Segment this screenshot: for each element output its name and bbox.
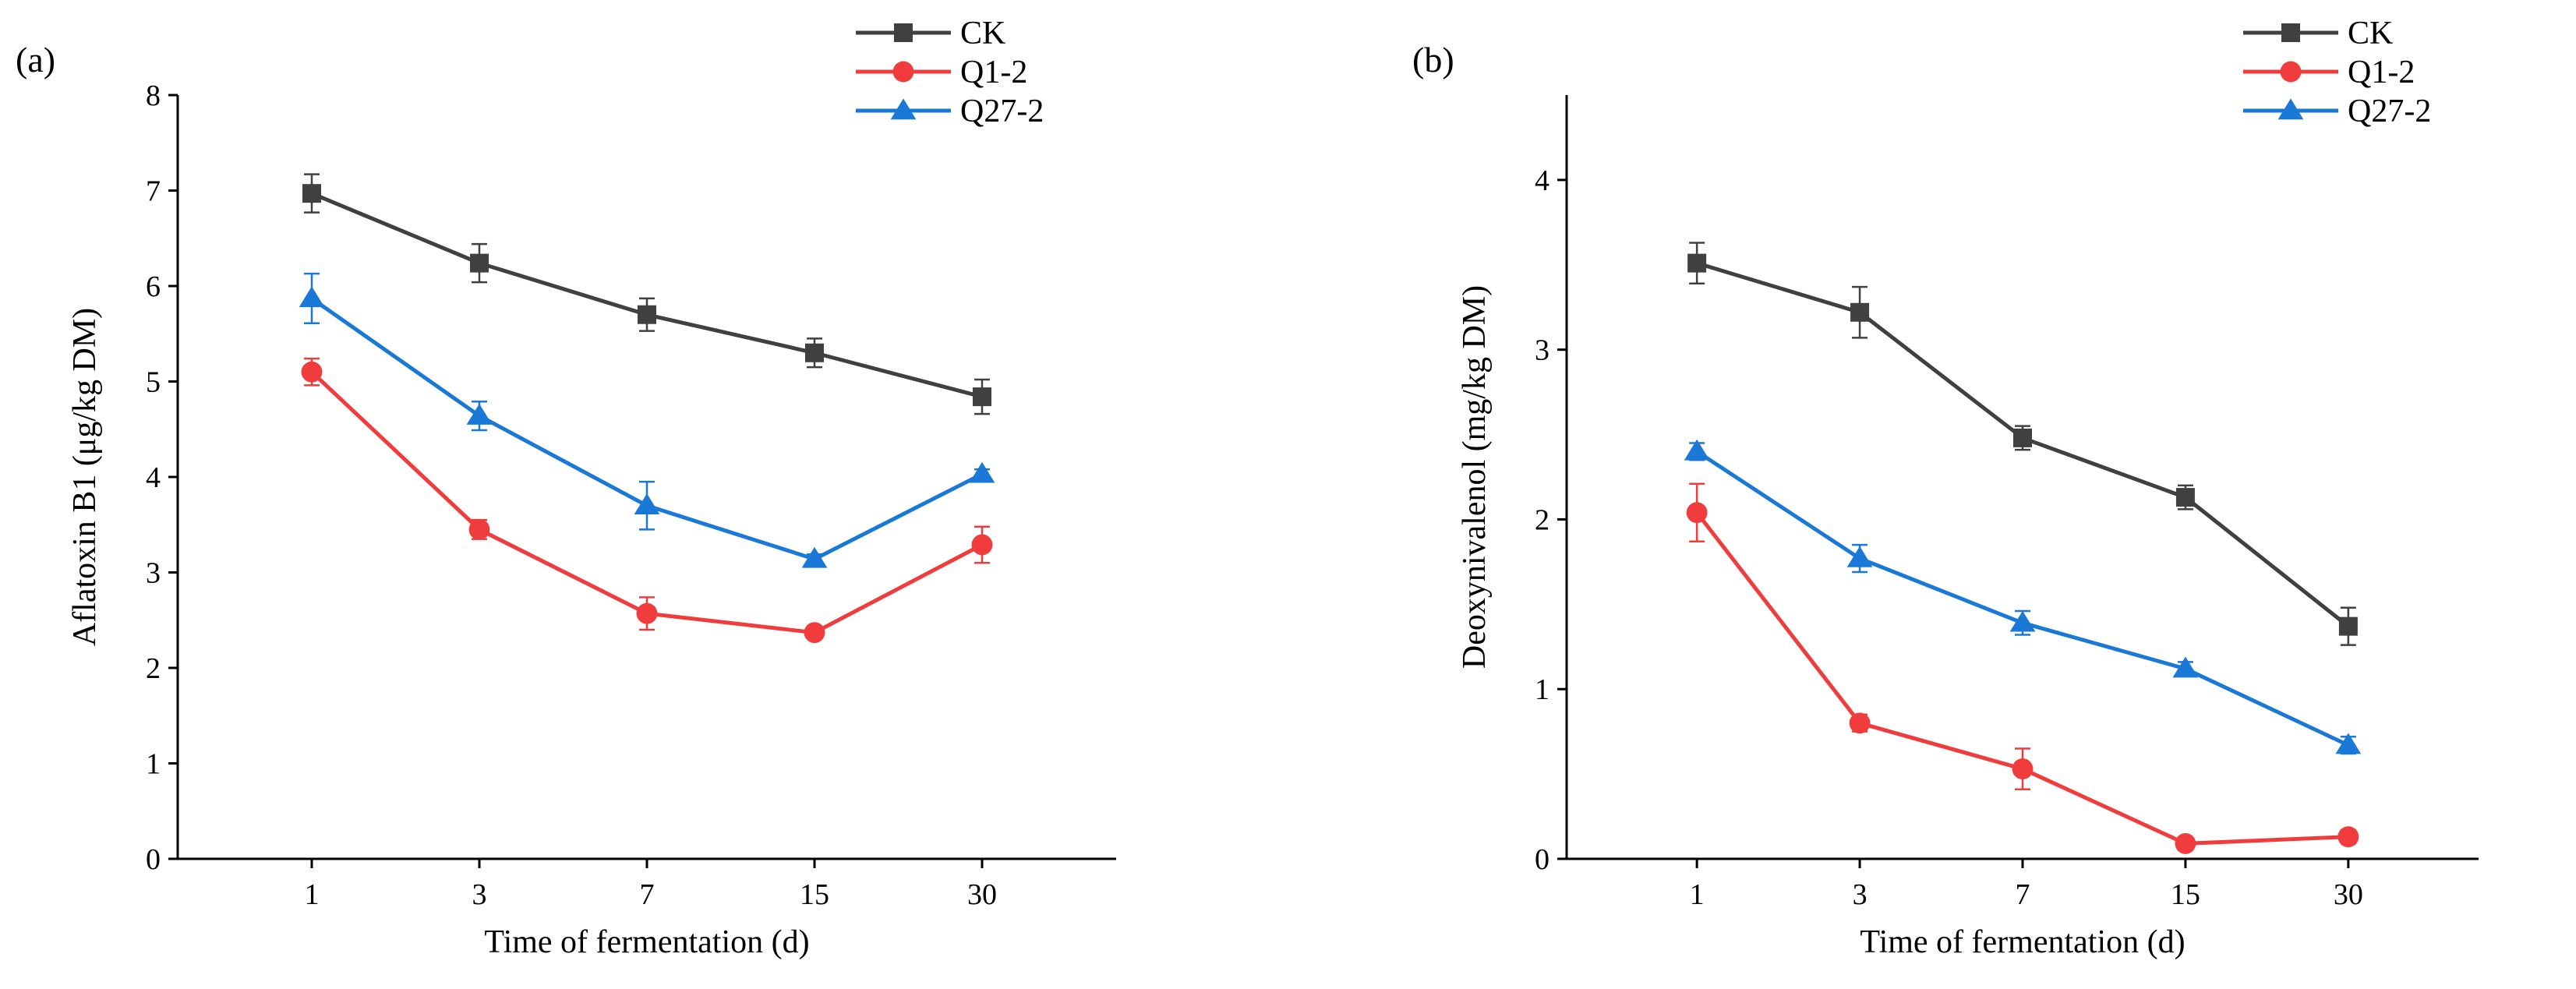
data-point (638, 305, 656, 324)
data-point (801, 546, 828, 568)
legend-label: Q27-2 (960, 94, 1044, 129)
x-tick-label: 1 (305, 878, 320, 911)
chart-panel-b: (b) 0 1 2 3 4 1 3 7 15 30 Time of fermentation (d) D… (1412, 16, 2479, 960)
legend-entry: CK (2243, 16, 2393, 51)
data-point (969, 461, 995, 483)
y-tick-label: 5 (146, 366, 161, 399)
legend-label: CK (960, 16, 1005, 51)
data-point (301, 361, 323, 383)
legend-marker (890, 98, 917, 120)
data-point (971, 534, 993, 556)
chart-panel-a: (a) 0 1 2 3 4 5 6 7 8 1 3 7 15 30 Time of fermentation … (16, 16, 1116, 960)
y-tick-label: 7 (146, 175, 161, 208)
data-point (468, 518, 490, 540)
x-tick-label: 7 (2016, 878, 2030, 911)
data-point (1846, 546, 1873, 567)
data-point (804, 622, 825, 644)
panel-label: (a) (16, 40, 55, 79)
series-q1-2 (1686, 482, 2359, 854)
data-point (2013, 428, 2032, 447)
legend-marker (2281, 23, 2300, 42)
y-axis-label: Deoxynivalenol (mg/kg DM) (1457, 285, 1493, 669)
legend-label: CK (2348, 16, 2393, 51)
data-point (470, 253, 489, 273)
data-point (634, 493, 660, 514)
y-tick-label: 1 (146, 748, 161, 781)
y-axis-label: Aflatoxin B1 (μg/kg DM) (67, 308, 103, 646)
legend-marker (892, 61, 914, 83)
data-point (1686, 502, 1708, 524)
series-ck (302, 173, 991, 415)
x-tick-label: 15 (2171, 878, 2200, 911)
y-tick-label: 2 (1535, 503, 1549, 536)
legend-label: Q27-2 (2348, 94, 2431, 129)
x-tick-label: 3 (1853, 878, 1868, 911)
data-point (1850, 302, 1870, 322)
data-point (2175, 488, 2195, 507)
data-point (1687, 253, 1707, 273)
panel-label: (b) (1412, 40, 1454, 79)
y-tick-label: 6 (146, 270, 161, 303)
y-tick-label: 0 (146, 843, 161, 876)
x-axis-label: Time of fermentation (d) (484, 924, 809, 960)
y-tick-label: 0 (1535, 843, 1549, 876)
legend-entry: Q1-2 (2243, 55, 2415, 90)
legend-marker (2280, 61, 2302, 83)
data-point (1849, 712, 1871, 734)
data-point (2175, 832, 2196, 854)
data-point (1684, 439, 1710, 461)
data-point (2009, 610, 2036, 632)
x-tick-label: 3 (472, 878, 487, 911)
series-q27-2 (1684, 439, 2362, 755)
y-tick-label: 4 (146, 461, 161, 494)
data-point (302, 184, 321, 203)
data-point (466, 404, 493, 425)
legend-marker (894, 23, 913, 42)
legend-label: Q1-2 (2348, 55, 2415, 90)
data-point (299, 286, 325, 308)
data-point (2172, 656, 2199, 678)
y-tick-label: 3 (146, 557, 161, 590)
series-q27-2 (299, 272, 995, 568)
series-line (1695, 450, 2349, 747)
x-tick-label: 7 (640, 878, 655, 911)
legend-marker (2277, 98, 2304, 120)
data-point (2012, 758, 2034, 780)
series-line (1695, 511, 2348, 846)
legend-entry: Q27-2 (2243, 94, 2431, 129)
x-tick-label: 30 (967, 878, 997, 911)
legend-entry: Q1-2 (856, 55, 1027, 90)
x-tick-label: 15 (800, 878, 829, 911)
series-ck (1687, 242, 2358, 646)
legend-label: Q1-2 (960, 55, 1027, 90)
data-point (636, 602, 658, 624)
y-tick-label: 2 (146, 652, 161, 685)
legend-entry: Q27-2 (856, 94, 1044, 129)
data-point (973, 387, 991, 407)
legend-entry: CK (856, 16, 1005, 51)
x-tick-label: 30 (2334, 878, 2363, 911)
y-tick-label: 4 (1535, 164, 1549, 197)
x-tick-label: 1 (1690, 878, 1705, 911)
series-line (311, 191, 983, 399)
data-point (2335, 733, 2362, 754)
y-tick-label: 3 (1535, 334, 1549, 367)
data-point (2337, 826, 2359, 848)
y-tick-label: 1 (1535, 673, 1549, 706)
x-axis-label: Time of fermentation (d) (1860, 924, 2185, 960)
y-tick-label: 8 (146, 79, 161, 112)
data-point (2338, 616, 2358, 636)
series-q1-2 (301, 357, 993, 644)
data-point (805, 343, 824, 362)
